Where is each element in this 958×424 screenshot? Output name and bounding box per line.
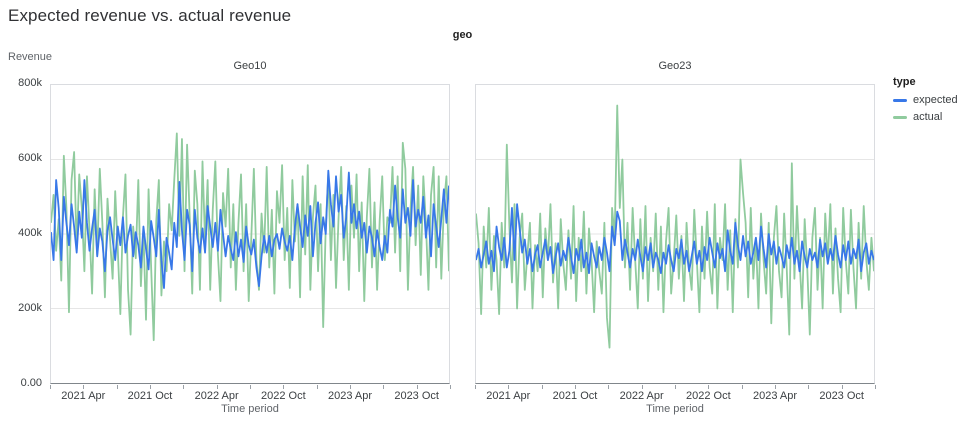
x-tick-label: 2022 Oct bbox=[261, 390, 306, 402]
x-tick-label: 2021 Oct bbox=[552, 390, 598, 402]
series-line-actual[interactable] bbox=[51, 133, 449, 340]
x-tick-mark bbox=[475, 385, 476, 389]
x-tick-label: 2023 Apr bbox=[327, 390, 373, 402]
series-line-expected[interactable] bbox=[476, 204, 874, 273]
x-tick-mark bbox=[775, 385, 776, 389]
facet-title: geo bbox=[452, 29, 473, 41]
x-tick-mark bbox=[450, 385, 451, 389]
x-tick-label: 2023 Oct bbox=[394, 390, 439, 402]
y-axis-title: Revenue bbox=[8, 51, 53, 63]
x-tick-mark bbox=[316, 385, 318, 389]
x-tick-mark bbox=[841, 385, 843, 389]
page-title: Expected revenue vs. actual revenue bbox=[8, 6, 292, 25]
x-tick-mark bbox=[575, 385, 576, 389]
x-tick-mark bbox=[808, 385, 810, 389]
x-tick-label: 2021 Apr bbox=[486, 390, 531, 402]
line-chart-geo10[interactable] bbox=[51, 85, 449, 383]
x-tick-label: 2022 Apr bbox=[194, 390, 239, 402]
x-tick-mark bbox=[216, 385, 218, 389]
x-tick-mark bbox=[708, 385, 710, 389]
legend-item-actual[interactable]: actual bbox=[893, 111, 958, 123]
x-tick-label: 2023 Apr bbox=[752, 390, 798, 402]
expected-series-swatch-icon bbox=[893, 98, 907, 102]
legend-item-expected[interactable]: expected bbox=[893, 94, 958, 106]
x-tick-mark bbox=[675, 385, 676, 389]
panel-title-geo10: Geo10 bbox=[233, 60, 267, 72]
x-tick-label: 2022 Apr bbox=[619, 390, 664, 402]
x-axis-title-geo23: Time period bbox=[646, 403, 704, 415]
x-tick-mark bbox=[50, 385, 51, 389]
x-tick-mark bbox=[383, 385, 385, 389]
x-tick-label: 2021 Oct bbox=[127, 390, 173, 402]
x-tick-mark bbox=[250, 385, 251, 389]
x-tick-mark bbox=[608, 385, 610, 389]
x-tick-mark bbox=[116, 385, 118, 389]
series-line-expected[interactable] bbox=[51, 171, 449, 288]
x-tick-label: 2022 Oct bbox=[686, 390, 731, 402]
y-tick-label: 0.00 bbox=[20, 377, 42, 389]
legend: type expected actual bbox=[893, 76, 958, 128]
x-tick-mark bbox=[508, 385, 510, 389]
x-tick-mark bbox=[283, 385, 285, 389]
x-tick-mark bbox=[741, 385, 743, 389]
x-axis-title-geo10: Time period bbox=[221, 403, 279, 415]
y-tick-label: 800k bbox=[18, 77, 42, 89]
line-chart-geo23[interactable] bbox=[476, 85, 874, 383]
chart-plot-geo10[interactable] bbox=[50, 84, 450, 384]
y-tick-label: 600k bbox=[18, 152, 42, 164]
y-tick-label: 400k bbox=[18, 227, 42, 239]
actual-series-swatch-icon bbox=[893, 115, 907, 119]
x-tick-mark bbox=[641, 385, 643, 389]
x-tick-mark bbox=[83, 385, 85, 389]
series-line-actual[interactable] bbox=[476, 105, 874, 347]
legend-item-label: expected bbox=[913, 94, 958, 106]
x-tick-mark bbox=[416, 385, 418, 389]
x-tick-mark bbox=[183, 385, 185, 389]
y-tick-label: 200k bbox=[18, 302, 42, 314]
legend-item-label: actual bbox=[913, 111, 943, 123]
x-tick-label: 2021 Apr bbox=[61, 390, 106, 402]
x-tick-mark bbox=[150, 385, 151, 389]
x-tick-mark bbox=[350, 385, 351, 389]
x-tick-mark bbox=[541, 385, 543, 389]
x-tick-mark bbox=[875, 385, 876, 389]
x-tick-label: 2023 Oct bbox=[819, 390, 864, 402]
chart-plot-geo23[interactable] bbox=[475, 84, 875, 384]
legend-title: type bbox=[893, 76, 916, 88]
panel-title-geo23: Geo23 bbox=[658, 60, 692, 72]
